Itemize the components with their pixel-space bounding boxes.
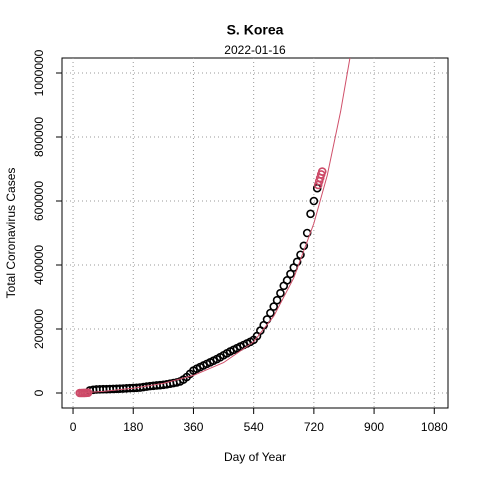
data-point xyxy=(266,308,275,318)
x-tick-label: 540 xyxy=(244,420,264,434)
x-tick-label: 720 xyxy=(304,420,324,434)
data-point xyxy=(309,196,319,206)
data-point xyxy=(317,167,327,176)
y-tick-label: 1000000 xyxy=(32,49,46,96)
chart-title: S. Korea xyxy=(227,22,284,38)
data-point xyxy=(306,209,315,219)
data-point xyxy=(292,257,302,267)
y-tick-label: 200000 xyxy=(32,309,46,349)
data-point xyxy=(262,315,272,324)
x-tick-label: 360 xyxy=(183,420,203,434)
plot-area xyxy=(75,58,351,398)
x-tick-label: 0 xyxy=(70,420,77,434)
x-axis-label: Day of Year xyxy=(224,450,286,464)
x-tick-label: 1080 xyxy=(421,420,448,434)
y-axis-label: Total Coronavirus Cases xyxy=(4,168,18,299)
y-tick-label: 400000 xyxy=(32,245,46,285)
y-tick-label: 0 xyxy=(32,389,46,396)
data-point xyxy=(276,288,285,298)
data-point xyxy=(272,295,282,305)
data-point xyxy=(286,269,295,279)
data-point xyxy=(269,302,279,311)
x-tick-label: 900 xyxy=(364,420,384,434)
fit-line xyxy=(79,58,351,394)
data-point xyxy=(282,276,292,285)
y-tick-label: 800000 xyxy=(32,117,46,157)
x-tick-label: 180 xyxy=(123,420,143,434)
plot-box xyxy=(61,57,449,409)
chart-subtitle: 2022-01-16 xyxy=(224,43,286,57)
y-tick-label: 600000 xyxy=(32,181,46,221)
